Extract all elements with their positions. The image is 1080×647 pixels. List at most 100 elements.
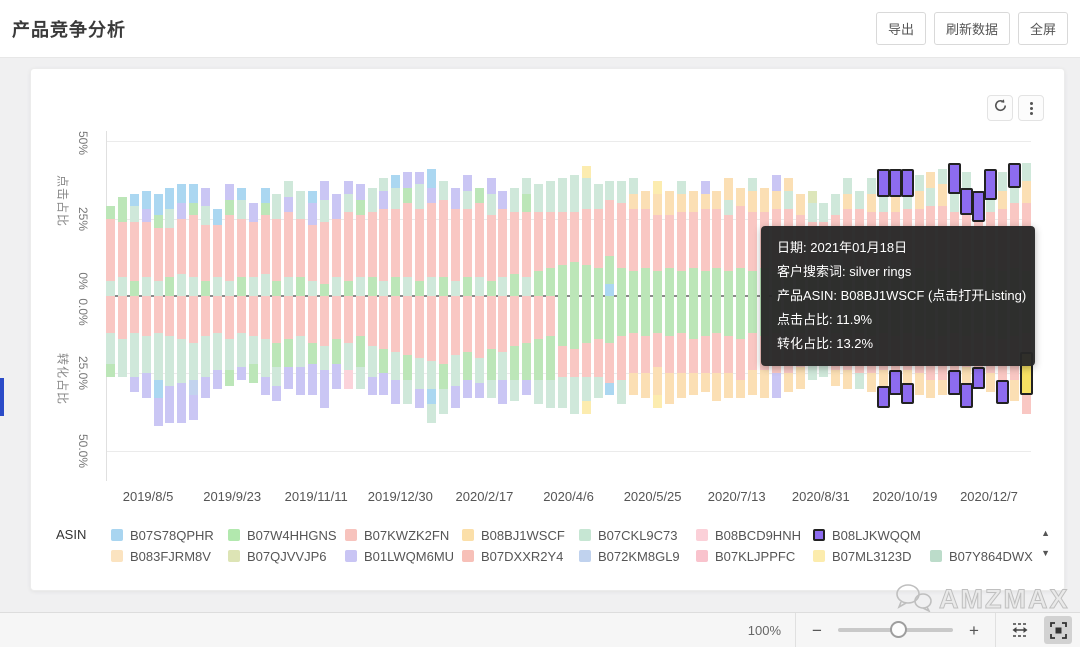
legend-item[interactable]: B072KM8GL9 — [579, 549, 696, 564]
refresh-data-button[interactable]: 刷新数据 — [933, 12, 1010, 45]
bar[interactable] — [724, 131, 734, 481]
legend-item[interactable]: B07KLJPPFC — [696, 549, 813, 564]
chart-refresh-button[interactable] — [987, 95, 1013, 121]
bar[interactable] — [236, 131, 246, 481]
bar[interactable] — [117, 131, 127, 481]
bar[interactable] — [189, 131, 199, 481]
bar[interactable] — [213, 131, 223, 481]
tooltip-row: 转化占比: 13.2% — [777, 336, 874, 351]
legend-label: B01LWQM6MU — [364, 548, 455, 564]
bar-segment — [201, 206, 211, 225]
fullscreen-button[interactable]: 全屏 — [1017, 12, 1068, 45]
bar[interactable] — [557, 131, 567, 481]
bar-segment — [320, 345, 330, 371]
legend-item[interactable]: B07QJVVJP6 — [228, 549, 345, 564]
legend-item[interactable]: B083FJRM8V — [111, 549, 228, 564]
bar[interactable] — [129, 131, 139, 481]
export-button[interactable]: 导出 — [875, 12, 926, 45]
bar[interactable] — [486, 131, 496, 481]
legend-item[interactable]: B07S78QPHR — [111, 528, 228, 543]
bar[interactable] — [593, 131, 603, 481]
legend-item[interactable]: B07CKL9C73 — [579, 528, 696, 543]
zoom-in-button[interactable]: + — [963, 622, 985, 639]
bar[interactable] — [474, 131, 484, 481]
bar-segment — [948, 162, 962, 194]
bar[interactable] — [331, 131, 341, 481]
bar-segment — [605, 342, 615, 383]
bar[interactable] — [462, 131, 472, 481]
bar[interactable] — [320, 131, 330, 481]
bar-segment — [712, 333, 722, 374]
bar[interactable] — [367, 131, 377, 481]
bar[interactable] — [629, 131, 639, 481]
zoom-slider[interactable] — [838, 621, 953, 639]
bar[interactable] — [688, 131, 698, 481]
bar[interactable] — [438, 131, 448, 481]
bar[interactable] — [534, 131, 544, 481]
bar-segment — [581, 376, 591, 402]
bar-segment — [391, 379, 401, 405]
bar[interactable] — [177, 131, 187, 481]
legend-item[interactable]: B07ML3123D — [813, 549, 930, 564]
bar[interactable] — [569, 131, 579, 481]
bar-segment — [403, 203, 413, 278]
zoom-out-button[interactable]: − — [806, 622, 828, 639]
legend-item[interactable]: B01LWQM6MU — [345, 549, 462, 564]
bar[interactable] — [748, 131, 758, 481]
bar-segment — [474, 203, 484, 278]
bar[interactable] — [498, 131, 508, 481]
bar[interactable] — [617, 131, 627, 481]
bar-segment — [641, 373, 651, 399]
bar[interactable] — [248, 131, 258, 481]
bar-segment — [379, 178, 389, 191]
bar[interactable] — [652, 131, 662, 481]
bar-segment — [498, 296, 508, 352]
bar[interactable] — [272, 131, 282, 481]
bar[interactable] — [605, 131, 615, 481]
bar[interactable] — [343, 131, 353, 481]
bar[interactable] — [450, 131, 460, 481]
bar[interactable] — [427, 131, 437, 481]
bar[interactable] — [296, 131, 306, 481]
bar[interactable] — [664, 131, 674, 481]
chart-more-button[interactable] — [1018, 95, 1044, 121]
legend-item[interactable]: B07W4HHGNS — [228, 528, 345, 543]
bar[interactable] — [415, 131, 425, 481]
bar[interactable] — [403, 131, 413, 481]
fit-width-button[interactable] — [1006, 616, 1034, 644]
bar[interactable] — [736, 131, 746, 481]
bar[interactable] — [676, 131, 686, 481]
slider-handle[interactable] — [889, 621, 907, 638]
bar[interactable] — [308, 131, 318, 481]
legend-item[interactable]: B08BJ1WSCF — [462, 528, 579, 543]
legend-scroll-down[interactable]: ▼ — [1041, 548, 1050, 558]
bar[interactable] — [106, 131, 115, 481]
legend-item[interactable]: B07DXXR2Y4 — [462, 549, 579, 564]
bar[interactable] — [201, 131, 211, 481]
legend-item[interactable]: B08BCD9HNH — [696, 528, 813, 543]
bar[interactable] — [510, 131, 520, 481]
bar[interactable] — [545, 131, 555, 481]
bar[interactable] — [355, 131, 365, 481]
bar[interactable] — [284, 131, 294, 481]
bar[interactable] — [165, 131, 175, 481]
bar[interactable] — [153, 131, 163, 481]
bar[interactable] — [641, 131, 651, 481]
bar[interactable] — [712, 131, 722, 481]
bar[interactable] — [522, 131, 532, 481]
bar[interactable] — [141, 131, 151, 481]
legend-item[interactable]: B07Y864DWX — [930, 549, 1047, 564]
bar[interactable] — [581, 131, 591, 481]
bar[interactable] — [260, 131, 270, 481]
fit-screen-button[interactable] — [1044, 616, 1072, 644]
bar[interactable] — [391, 131, 401, 481]
bar[interactable] — [700, 131, 710, 481]
legend-item[interactable]: B08LJKWQQM — [813, 528, 930, 543]
legend-item[interactable]: B07KWZK2FN — [345, 528, 462, 543]
bar-segment — [343, 342, 353, 371]
bar[interactable] — [224, 131, 234, 481]
bar-segment — [189, 342, 199, 380]
legend-scroll-up[interactable]: ▲ — [1041, 528, 1050, 538]
bar[interactable] — [379, 131, 389, 481]
bar-segment — [248, 203, 258, 222]
